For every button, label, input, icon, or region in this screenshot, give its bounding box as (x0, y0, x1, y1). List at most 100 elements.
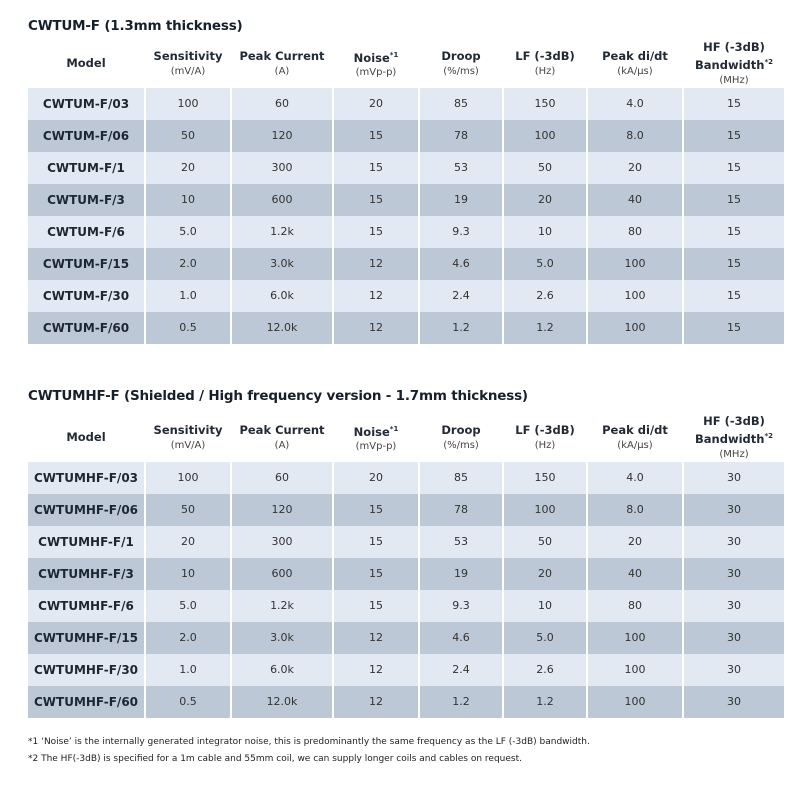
value-cell: 5.0 (504, 621, 586, 654)
value-cell: 15 (684, 247, 784, 280)
table-2-title: CWTUMHF-F (Shielded / High frequency ver… (28, 388, 528, 404)
column-header-label: Peak di/dt (602, 422, 668, 437)
model-cell: CWTUMHF-F/1 (28, 525, 144, 558)
value-cell: 5.0 (146, 589, 230, 622)
column-header: LF (-3dB) (Hz) (504, 414, 586, 462)
value-cell: 15 (684, 311, 784, 344)
column-header-unit: (mVp-p) (355, 67, 397, 79)
column-header-unit: (Hz) (534, 439, 556, 451)
value-cell: 10 (504, 215, 586, 248)
footnote-2: *2 The HF(-3dB) is specified for a 1m ca… (28, 754, 522, 764)
value-cell: 53 (420, 525, 502, 558)
value-cell: 30 (684, 493, 784, 526)
value-cell: 100 (504, 493, 586, 526)
value-cell: 1.2 (504, 311, 586, 344)
value-cell: 10 (504, 589, 586, 622)
value-cell: 19 (420, 183, 502, 216)
value-cell: 20 (334, 87, 418, 120)
value-cell: 30 (684, 621, 784, 654)
value-cell: 15 (334, 493, 418, 526)
table-row: CWTUMHF-F/03 100 60 20 85 150 4.0 30 (28, 461, 784, 494)
value-cell: 600 (232, 557, 332, 590)
value-cell: 40 (588, 557, 682, 590)
table-row: CWTUMHF-F/30 1.0 6.0k 12 2.4 2.6 100 30 (28, 653, 784, 686)
value-cell: 50 (146, 119, 230, 152)
column-header: Droop (%/ms) (420, 414, 502, 462)
value-cell: 6.0k (232, 653, 332, 686)
value-cell: 100 (588, 685, 682, 718)
column-header: Droop (%/ms) (420, 40, 502, 88)
table-row: CWTUM-F/60 0.5 12.0k 12 1.2 1.2 100 15 (28, 311, 784, 344)
table-row: CWTUMHF-F/1 20 300 15 53 50 20 30 (28, 525, 784, 558)
column-header-label: Droop (441, 422, 481, 437)
value-cell: 30 (684, 461, 784, 494)
table-row: CWTUMHF-F/60 0.5 12.0k 12 1.2 1.2 100 30 (28, 685, 784, 718)
column-header-label: HF (-3dB) Bandwidth (695, 414, 765, 446)
value-cell: 12 (334, 621, 418, 654)
value-cell: 15 (684, 87, 784, 120)
value-cell: 300 (232, 525, 332, 558)
footnote-marker: *1 (389, 50, 399, 59)
column-header-unit: (kA/µs) (617, 439, 653, 451)
value-cell: 50 (504, 525, 586, 558)
value-cell: 2.4 (420, 279, 502, 312)
value-cell: 30 (684, 685, 784, 718)
column-header: Noise*1 (mVp-p) (334, 414, 418, 462)
value-cell: 5.0 (504, 247, 586, 280)
footnote-marker: *2 (764, 58, 773, 66)
column-header-label: Droop (441, 48, 481, 63)
value-cell: 20 (504, 183, 586, 216)
value-cell: 50 (504, 151, 586, 184)
column-header-label: Model (66, 430, 106, 445)
value-cell: 20 (504, 557, 586, 590)
value-cell: 60 (232, 87, 332, 120)
value-cell: 100 (504, 119, 586, 152)
value-cell: 2.6 (504, 653, 586, 686)
value-cell: 15 (334, 525, 418, 558)
value-cell: 85 (420, 461, 502, 494)
value-cell: 3.0k (232, 247, 332, 280)
column-header-label: Noise (353, 424, 390, 439)
model-cell: CWTUM-F/06 (28, 119, 144, 152)
value-cell: 9.3 (420, 589, 502, 622)
value-cell: 1.2 (420, 311, 502, 344)
column-header: Peak di/dt (kA/µs) (588, 414, 682, 462)
column-header: HF (-3dB) Bandwidth*2 (MHz) (684, 414, 784, 462)
column-header-unit: (mVp-p) (355, 441, 397, 453)
table-row: CWTUMHF-F/06 50 120 15 78 100 8.0 30 (28, 493, 784, 526)
value-cell: 8.0 (588, 119, 682, 152)
column-header-unit: (MHz) (719, 448, 749, 460)
value-cell: 100 (146, 461, 230, 494)
column-header-label: Peak Current (239, 422, 325, 437)
header-row: Model Sensitivity (mV/A) Peak Current (A) Noi… (28, 414, 784, 462)
table-row: CWTUM-F/15 2.0 3.0k 12 4.6 5.0 100 15 (28, 247, 784, 280)
model-cell: CWTUMHF-F/03 (28, 461, 144, 494)
value-cell: 6.0k (232, 279, 332, 312)
value-cell: 100 (588, 279, 682, 312)
column-header-label: Sensitivity (153, 48, 223, 63)
value-cell: 1.0 (146, 279, 230, 312)
model-cell: CWTUMHF-F/15 (28, 621, 144, 654)
value-cell: 85 (420, 87, 502, 120)
spec-table-cwtumhf-f: Model Sensitivity (mV/A) Peak Current (A) Noi… (26, 414, 786, 718)
value-cell: 300 (232, 151, 332, 184)
value-cell: 80 (588, 215, 682, 248)
value-cell: 1.2 (504, 685, 586, 718)
column-header-unit: (Hz) (534, 65, 556, 77)
footnote-marker: *2 (764, 432, 773, 440)
model-cell: CWTUMHF-F/30 (28, 653, 144, 686)
value-cell: 1.0 (146, 653, 230, 686)
value-cell: 5.0 (146, 215, 230, 248)
value-cell: 20 (146, 525, 230, 558)
column-header: Model (28, 40, 144, 88)
value-cell: 100 (588, 653, 682, 686)
column-header-unit: (A) (274, 439, 290, 451)
value-cell: 30 (684, 557, 784, 590)
model-cell: CWTUMHF-F/60 (28, 685, 144, 718)
value-cell: 15 (684, 183, 784, 216)
column-header-label: Noise (353, 50, 390, 65)
value-cell: 2.6 (504, 279, 586, 312)
model-cell: CWTUM-F/1 (28, 151, 144, 184)
value-cell: 15 (334, 151, 418, 184)
table-row: CWTUM-F/06 50 120 15 78 100 8.0 15 (28, 119, 784, 152)
